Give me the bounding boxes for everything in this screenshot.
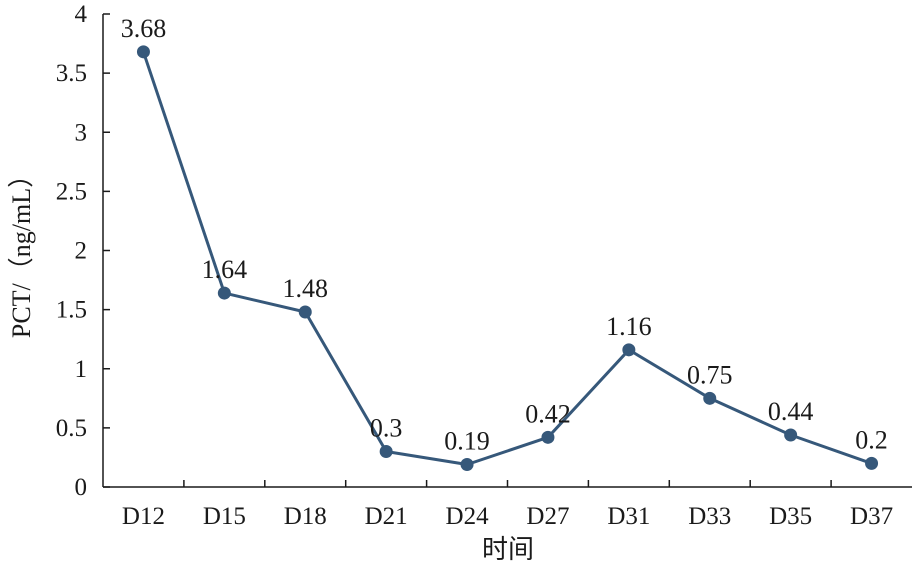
data-label: 1.64 — [202, 255, 248, 284]
x-tick-label: D35 — [769, 503, 812, 530]
y-tick-label: 0 — [75, 474, 88, 501]
x-tick-label: D27 — [526, 503, 569, 530]
data-point — [541, 430, 555, 444]
data-label: 0.2 — [855, 425, 888, 454]
data-label: 0.3 — [370, 414, 403, 443]
x-ticks: D12 D15 D18 D21 D24 D27 D31 D33 D35 D37 — [122, 480, 893, 530]
y-tick-label: 0.5 — [56, 415, 87, 442]
data-point — [622, 343, 636, 357]
x-tick-label: D15 — [203, 503, 246, 530]
y-tick-label: 1 — [75, 356, 88, 383]
data-label: 1.48 — [283, 274, 329, 303]
x-tick-label: D18 — [284, 503, 327, 530]
data-point — [379, 445, 393, 459]
data-labels: 3.68 1.64 1.48 0.3 0.19 0.42 1.16 0.75 0.44 0.2 — [121, 14, 888, 456]
y-tick-label: 4 — [75, 1, 88, 28]
y-tick-label: 2.5 — [56, 178, 87, 205]
data-label: 1.16 — [606, 312, 652, 341]
y-ticks: 0 0.5 1 1.5 2 2.5 3 3.5 4 — [56, 1, 110, 501]
y-tick-label: 1.5 — [56, 297, 87, 324]
data-point — [298, 305, 312, 319]
x-tick-label: D24 — [446, 503, 490, 530]
data-label: 0.44 — [768, 397, 814, 426]
series-line — [141, 51, 873, 466]
x-tick-label: D21 — [365, 503, 408, 530]
y-tick-label: 3.5 — [56, 60, 87, 87]
data-label: 0.19 — [444, 427, 490, 456]
x-tick-label: D12 — [122, 503, 165, 530]
data-point — [136, 45, 150, 59]
data-label: 3.68 — [121, 14, 167, 43]
data-point — [865, 456, 879, 470]
data-point — [784, 428, 798, 442]
x-tick-label: D31 — [607, 503, 650, 530]
series — [136, 45, 879, 472]
data-label: 0.75 — [687, 360, 733, 389]
data-label: 0.42 — [525, 399, 571, 428]
data-point — [460, 458, 474, 472]
x-tick-label: D33 — [688, 503, 731, 530]
y-tick-label: 2 — [75, 238, 88, 265]
y-axis-title: PCT/（ng/mL） — [7, 162, 36, 338]
data-point — [217, 286, 231, 300]
x-axis-title: 时间 — [482, 535, 534, 564]
y-tick-label: 3 — [75, 119, 88, 146]
x-tick-label: D37 — [850, 503, 893, 530]
data-point — [703, 391, 717, 405]
